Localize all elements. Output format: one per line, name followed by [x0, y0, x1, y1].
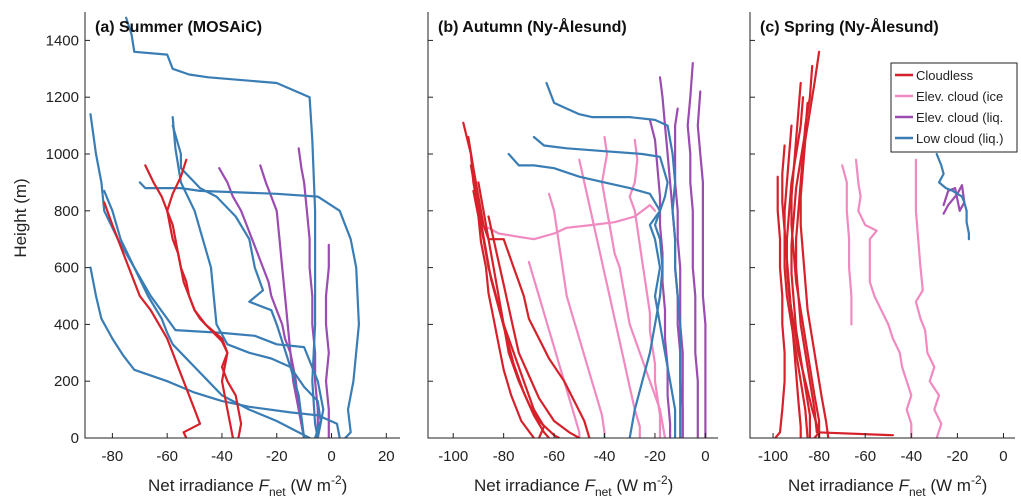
panel-a-plot-area — [85, 12, 400, 438]
x-axis-label-a: Net irradiance Fnet (W m-2) — [148, 473, 347, 498]
x-axis-label-b: Net irradiance Fnet (W m-2) — [474, 473, 673, 498]
y-tick-label: 1200 — [46, 89, 79, 106]
x-tick-label-a: 0 — [327, 448, 335, 465]
x-tick-label-c: -60 — [854, 448, 876, 465]
profile-elev-liq-a-14 — [324, 243, 330, 438]
legend-item-low-liq: Low cloud (liq.) — [895, 131, 1003, 146]
profile-elev-ice-c-9 — [854, 158, 913, 438]
profile-cloudless-b-2 — [467, 135, 591, 438]
profile-cloudless-c-7 — [783, 124, 809, 438]
x-tick-label-c: 0 — [999, 448, 1007, 465]
profile-cloudless-c-5 — [790, 101, 811, 438]
profile-low-liq-a-6 — [171, 116, 322, 438]
y-tick-label: 800 — [54, 203, 79, 220]
profile-elev-ice-b-12 — [578, 158, 641, 438]
profile-elev-liq-a-13 — [297, 147, 319, 438]
profile-low-liq-b-18 — [545, 81, 682, 438]
x-tick-label-a: 20 — [378, 448, 395, 465]
profile-cloudless-b-6 — [487, 215, 581, 438]
profile-cloudless-c-2 — [799, 50, 830, 438]
legend-label-low-liq: Low cloud (liq.) — [916, 131, 1003, 146]
x-tick-label-a: -40 — [211, 448, 233, 465]
svg-text:Net irradiance Fnet (W m-2): Net irradiance Fnet (W m-2) — [788, 473, 987, 498]
profile-elev-ice-b-9 — [547, 192, 606, 438]
profile-low-liq-a-5 — [103, 189, 325, 438]
panel-b-plot-area — [428, 12, 718, 438]
panel-c-lines — [774, 50, 970, 438]
legend-label-cloudless: Cloudless — [916, 68, 974, 83]
legend-label-elev-liq: Elev. cloud (liq. — [916, 110, 1003, 125]
x-tick-label-b: -80 — [493, 448, 515, 465]
x-tick-label-c: -20 — [947, 448, 969, 465]
panel-title-c: (c) Spring (Ny-Ålesund) — [760, 17, 939, 36]
profile-cloudless-a-8 — [103, 201, 202, 438]
profile-low-liq-a-1 — [125, 16, 319, 438]
profile-cloudless-c-3 — [790, 81, 821, 438]
panel-a: -80 -60 -40 -20 0 200200400600800100012001400… — [46, 12, 400, 465]
x-tick-label-b: 0 — [701, 448, 709, 465]
x-axis-label-c: Net irradiance Fnet (W m-2) — [788, 473, 987, 498]
y-tick-label: 400 — [54, 316, 79, 333]
profile-low-liq-a-7 — [89, 266, 341, 438]
x-tick-label-b: -100 — [438, 448, 468, 465]
profile-elev-liq-b-15 — [696, 90, 707, 438]
profile-cloudless-b-5 — [472, 189, 535, 438]
panel-title-b: (b) Autumn (Ny-Ålesund) — [438, 17, 627, 36]
x-tick-label-a: -60 — [156, 448, 178, 465]
x-tick-label-b: -60 — [543, 448, 565, 465]
profile-low-liq-a-2 — [89, 113, 311, 438]
profile-elev-ice-b-11 — [628, 138, 662, 438]
x-tick-label-c: -100 — [758, 448, 788, 465]
profile-elev-liq-b-17 — [648, 118, 672, 438]
profile-low-liq-a-3 — [171, 124, 306, 438]
legend: Cloudless Elev. cloud (ice Elev. cloud (… — [890, 62, 1018, 153]
x-tick-label-a: -20 — [266, 448, 288, 465]
legend-item-cloudless: Cloudless — [895, 68, 974, 83]
profile-elev-ice-c-11 — [914, 158, 943, 438]
profile-elev-ice-b-8 — [600, 135, 667, 438]
panels: -80 -60 -40 -20 0 200200400600800100012001400… — [46, 12, 1015, 465]
profile-low-liq-c-13 — [935, 152, 970, 241]
profile-cloudless-c-6 — [774, 175, 786, 438]
svg-text:Net irradiance Fnet (W m-2): Net irradiance Fnet (W m-2) — [474, 473, 673, 498]
y-tick-label: 0 — [71, 430, 79, 447]
panel-title-a: (a) Summer (MOSAiC) — [95, 19, 262, 36]
y-tick-label: 1000 — [46, 146, 79, 163]
profile-elev-liq-b-16 — [674, 107, 684, 438]
y-tick-label: 200 — [54, 373, 79, 390]
svg-text:Net irradiance Fnet (W m-2): Net irradiance Fnet (W m-2) — [148, 473, 347, 498]
x-tick-label-b: -20 — [644, 448, 666, 465]
profile-cloudless-c-8 — [781, 144, 802, 438]
legend-label-elev-ice: Elev. cloud (ice — [916, 89, 1003, 104]
profile-cloudless-a-10 — [166, 158, 234, 438]
y-tick-label: 600 — [54, 260, 79, 277]
profile-elev-ice-b-7 — [487, 204, 657, 241]
profile-low-liq-b-20 — [507, 152, 677, 438]
x-tick-label-a: -80 — [102, 448, 124, 465]
x-tick-label-c: -80 — [808, 448, 830, 465]
y-axis-label: Height (m) — [11, 178, 30, 257]
panel-b-lines — [462, 62, 707, 438]
profile-elev-ice-b-10 — [527, 260, 581, 438]
panel-b: -100 -80 -60 -40 -20 0 (b) Autumn (Ny-Ålesund) — [427, 12, 718, 465]
x-tick-label-c: -40 — [900, 448, 922, 465]
legend-item-elev-liq: Elev. cloud (liq. — [895, 110, 1003, 125]
profile-elev-liq-b-14 — [686, 62, 699, 438]
legend-item-elev-ice: Elev. cloud (ice — [895, 89, 1003, 104]
profile-low-liq-b-19 — [532, 135, 669, 438]
profile-cloudless-b-4 — [477, 181, 561, 438]
profile-elev-liq-a-11 — [218, 167, 306, 438]
y-tick-label: 1400 — [46, 32, 79, 49]
panel-a-lines — [89, 16, 360, 438]
profile-elev-ice-c-10 — [841, 164, 853, 326]
x-tick-label-b: -40 — [594, 448, 616, 465]
